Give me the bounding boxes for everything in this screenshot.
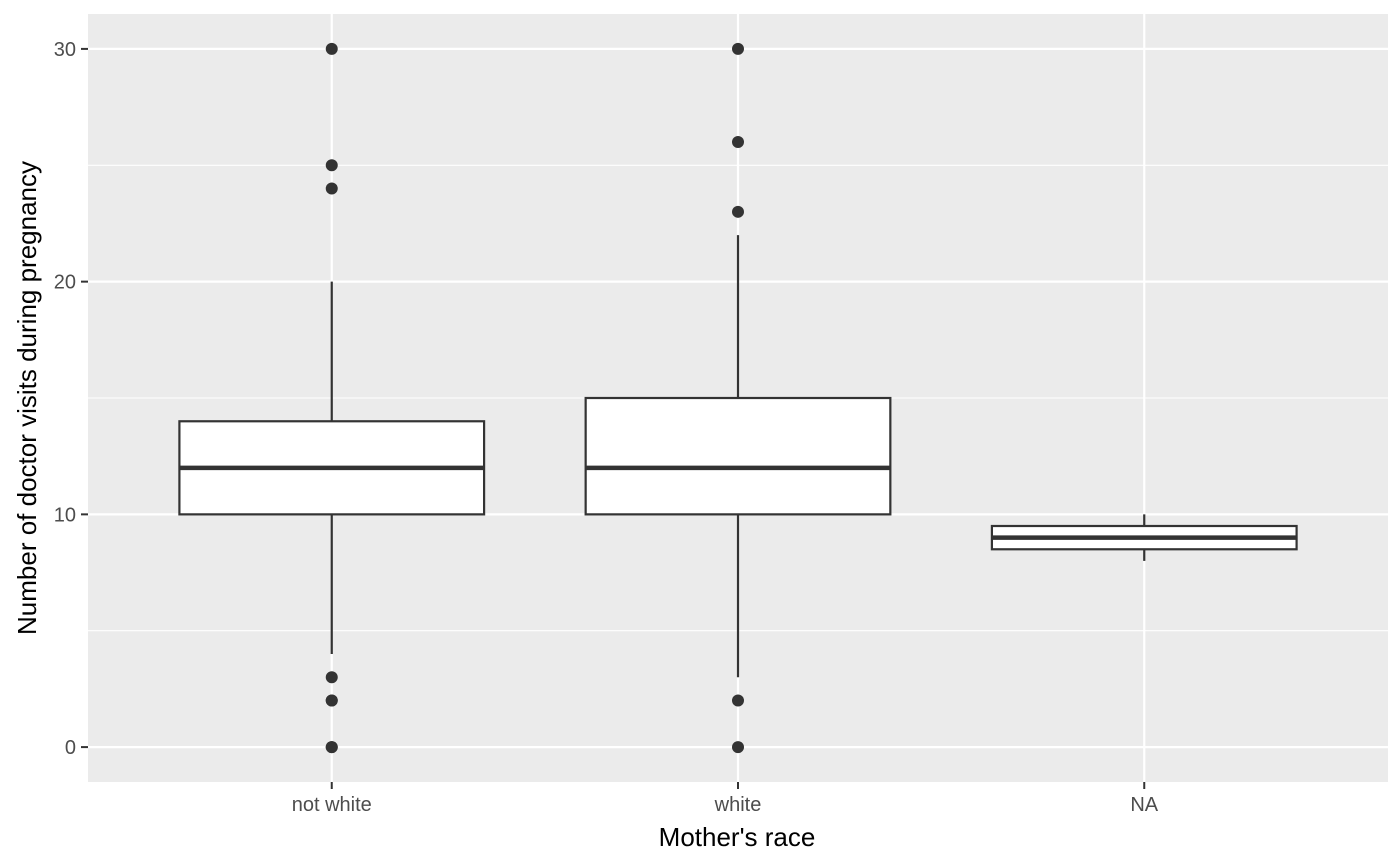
- outlier-point: [325, 671, 338, 684]
- x-tick-label: white: [714, 794, 762, 816]
- y-axis-ticks: 0 10 20 30: [54, 39, 88, 759]
- outlier-point: [325, 694, 338, 707]
- y-tick-label: 10: [54, 504, 76, 526]
- outlier-point: [325, 182, 338, 195]
- y-axis-title: Number of doctor visits during pregnancy: [12, 161, 42, 635]
- x-tick-label: not white: [292, 794, 372, 816]
- outlier-point: [732, 42, 744, 55]
- outlier-point: [732, 741, 744, 754]
- outlier-point: [732, 205, 744, 218]
- outlier-point: [325, 741, 338, 754]
- box-white: [584, 42, 892, 754]
- outlier-point: [325, 159, 338, 172]
- outlier-point: [732, 694, 744, 707]
- box-series: [178, 42, 1298, 754]
- outlier-point: [325, 42, 338, 55]
- y-tick-label: 30: [54, 39, 76, 61]
- y-tick-label: 0: [65, 737, 76, 759]
- box-na: [990, 514, 1298, 561]
- outlier-point: [732, 136, 744, 148]
- y-tick-label: 20: [54, 272, 76, 294]
- x-axis-title: Mother's race: [659, 822, 816, 852]
- iqr-box: [584, 396, 892, 516]
- box-not-white: [178, 42, 486, 754]
- x-tick-label: NA: [1130, 794, 1158, 816]
- x-axis-ticks: not white white NA: [292, 782, 1159, 816]
